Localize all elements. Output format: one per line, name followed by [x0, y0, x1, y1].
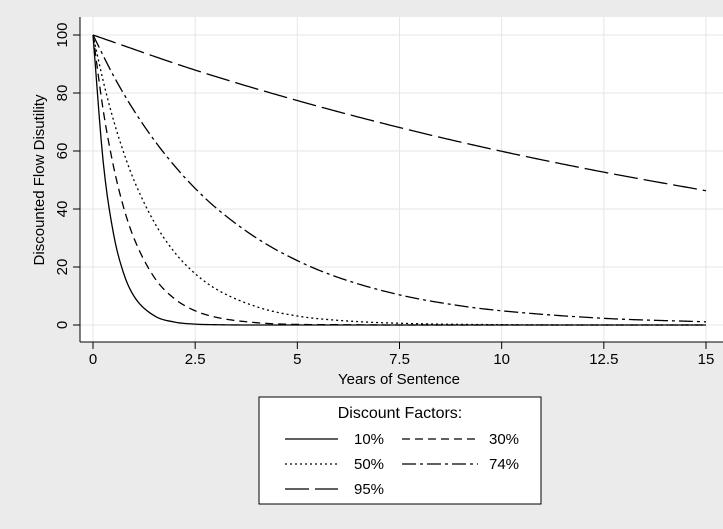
- x-tick-label: 15: [698, 351, 715, 368]
- series-line-30pct: [92, 34, 706, 326]
- tick-marks: 0 2.5 5 7.5 10 12.5 15 0 20 40 60 80 100: [54, 22, 714, 368]
- legend-label: 30%: [489, 431, 519, 448]
- series-line-95pct: [92, 34, 707, 192]
- legend-label: 74%: [489, 456, 519, 473]
- x-tick-label: 5: [293, 351, 301, 368]
- x-axis-title: Years of Sentence: [338, 371, 460, 388]
- legend: Discount Factors: 10% 30% 50% 74% 95%: [258, 396, 542, 505]
- y-tick-label: 20: [54, 259, 71, 276]
- y-tick-label: 40: [54, 201, 71, 218]
- y-tick-label: 100: [54, 22, 71, 47]
- x-tick-label: 10: [493, 351, 510, 368]
- legend-label: 95%: [354, 481, 384, 498]
- x-tick-label: 12.5: [589, 351, 618, 368]
- plot-area: [80, 17, 723, 342]
- legend-label: 50%: [354, 456, 384, 473]
- series-line-74pct: [92, 34, 707, 323]
- grid-lines: [80, 17, 723, 342]
- y-tick-label: 0: [54, 321, 71, 329]
- series-lines: [92, 34, 707, 326]
- x-tick-label: 7.5: [389, 351, 410, 368]
- legend-title: Discount Factors:: [338, 405, 462, 422]
- y-tick-label: 60: [54, 143, 71, 160]
- axes: [79, 17, 723, 343]
- legend-box: [258, 396, 542, 505]
- x-tick-label: 0: [89, 351, 97, 368]
- y-axis-title: Discounted Flow Disutility: [31, 94, 48, 265]
- legend-label: 10%: [354, 431, 384, 448]
- x-tick-label: 2.5: [185, 351, 206, 368]
- y-tick-label: 80: [54, 85, 71, 102]
